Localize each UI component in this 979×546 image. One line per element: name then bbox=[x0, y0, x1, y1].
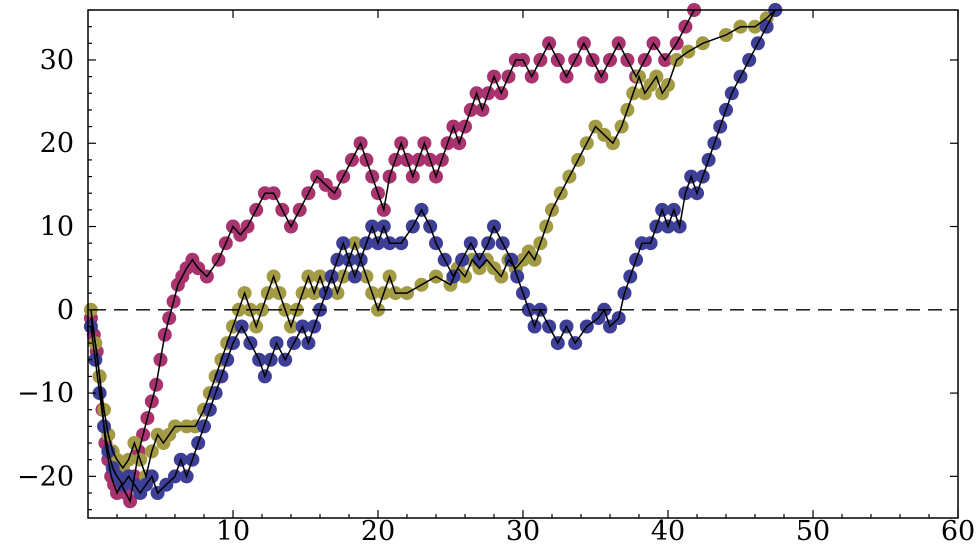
x-tick-label: 60 bbox=[941, 516, 975, 546]
series-3-line bbox=[90, 9, 776, 495]
series-1-line bbox=[90, 9, 695, 504]
axes: 10 20 30 40 50 60 −20 −10 0 10 20 30 bbox=[17, 9, 975, 546]
y-tick-label: 20 bbox=[40, 128, 74, 159]
series-connectors bbox=[90, 9, 776, 504]
y-tick-label: −10 bbox=[17, 378, 74, 409]
y-tick-label: 0 bbox=[57, 295, 74, 326]
y-tick-label: 30 bbox=[40, 45, 74, 76]
series-marks bbox=[83, 3, 783, 509]
x-tick-label: 30 bbox=[506, 516, 540, 546]
x-tick-label: 10 bbox=[216, 516, 250, 546]
x-tick-label: 50 bbox=[796, 516, 830, 546]
x-tick-label: 20 bbox=[361, 516, 395, 546]
y-tick-label: −20 bbox=[17, 461, 74, 492]
series-2-line bbox=[90, 9, 776, 480]
y-tick-label: 10 bbox=[40, 212, 74, 243]
x-tick-label: 40 bbox=[651, 516, 685, 546]
